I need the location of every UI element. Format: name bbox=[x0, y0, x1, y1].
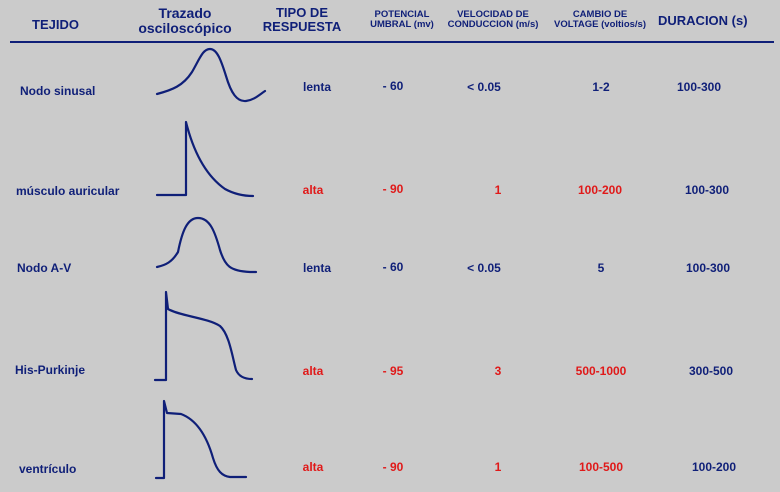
header-trazado: Trazado osciloscópico bbox=[130, 5, 240, 37]
row-4-velocidad: 1 bbox=[494, 460, 502, 474]
av-node-trace bbox=[155, 216, 258, 274]
row-3-cambio: 500-1000 bbox=[575, 364, 627, 378]
header-tipo-respuesta: TIPO DE RESPUESTA bbox=[252, 5, 352, 35]
ventricle-trace bbox=[154, 399, 248, 480]
header-trazado-line2: osciloscópico bbox=[138, 20, 232, 37]
row-1-velocidad: 1 bbox=[494, 183, 502, 197]
header-cambio-line2: VOLTAGE (voltios/s) bbox=[553, 19, 646, 31]
header-velocidad: VELOCIDAD DE CONDUCCION (m/s) bbox=[438, 9, 548, 31]
header-divider bbox=[10, 41, 774, 43]
header-potencial-line1: POTENCIAL bbox=[374, 9, 430, 20]
row-0-duracion: 100-300 bbox=[676, 80, 722, 94]
row-3-potencial: - 95 bbox=[382, 364, 404, 378]
row-0-potencial: - 60 bbox=[382, 79, 404, 93]
row-3-velocidad: 3 bbox=[494, 364, 502, 378]
header-tejido: TEJIDO bbox=[32, 17, 79, 32]
row-0-velocidad: < 0.05 bbox=[467, 80, 501, 94]
row-0-cambio: 1-2 bbox=[592, 80, 610, 94]
tejido-nodo-av: Nodo A-V bbox=[17, 261, 72, 275]
header-velocidad-line1: VELOCIDAD DE bbox=[457, 9, 529, 20]
row-4-duracion: 100-200 bbox=[691, 460, 737, 474]
row-2-duracion: 100-300 bbox=[685, 261, 731, 275]
row-1-respuesta: alta bbox=[302, 183, 324, 197]
header-trazado-line1: Trazado bbox=[158, 5, 212, 21]
header-tipo-line2: RESPUESTA bbox=[262, 19, 342, 35]
header-velocidad-line2: CONDUCCION (m/s) bbox=[447, 19, 539, 31]
header-potencial: POTENCIAL UMBRAL (mv) bbox=[357, 9, 447, 31]
header-tipo-line1: TIPO DE bbox=[275, 5, 328, 20]
header-cambio: CAMBIO DE VOLTAGE (voltios/s) bbox=[540, 9, 660, 31]
header-cambio-line1: CAMBIO DE bbox=[572, 9, 628, 20]
header-potencial-line2: UMBRAL (mv) bbox=[370, 19, 434, 31]
row-2-respuesta: lenta bbox=[302, 261, 332, 275]
header-duracion: DURACION (s) bbox=[658, 13, 748, 28]
row-2-cambio: 5 bbox=[597, 261, 605, 275]
row-4-potencial: - 90 bbox=[382, 460, 404, 474]
row-3-respuesta: alta bbox=[302, 364, 324, 378]
row-2-potencial: - 60 bbox=[382, 260, 404, 274]
tejido-musculo-auricular: músculo auricular bbox=[16, 184, 120, 198]
his-purkinje-trace bbox=[153, 290, 254, 382]
row-3-duracion: 300-500 bbox=[688, 364, 734, 378]
tejido-nodo-sinusal: Nodo sinusal bbox=[20, 84, 96, 98]
row-1-cambio: 100-200 bbox=[577, 183, 623, 197]
row-0-respuesta: lenta bbox=[302, 80, 332, 94]
atrial-muscle-trace bbox=[155, 120, 255, 198]
row-1-potencial: - 90 bbox=[382, 182, 404, 196]
tejido-ventriculo: ventrículo bbox=[19, 462, 77, 476]
row-4-cambio: 100-500 bbox=[578, 460, 624, 474]
tejido-his-purkinje: His-Purkinje bbox=[15, 363, 86, 377]
row-1-duracion: 100-300 bbox=[684, 183, 730, 197]
row-4-respuesta: alta bbox=[302, 460, 324, 474]
sinus-node-trace bbox=[155, 47, 267, 103]
row-2-velocidad: < 0.05 bbox=[467, 261, 501, 275]
